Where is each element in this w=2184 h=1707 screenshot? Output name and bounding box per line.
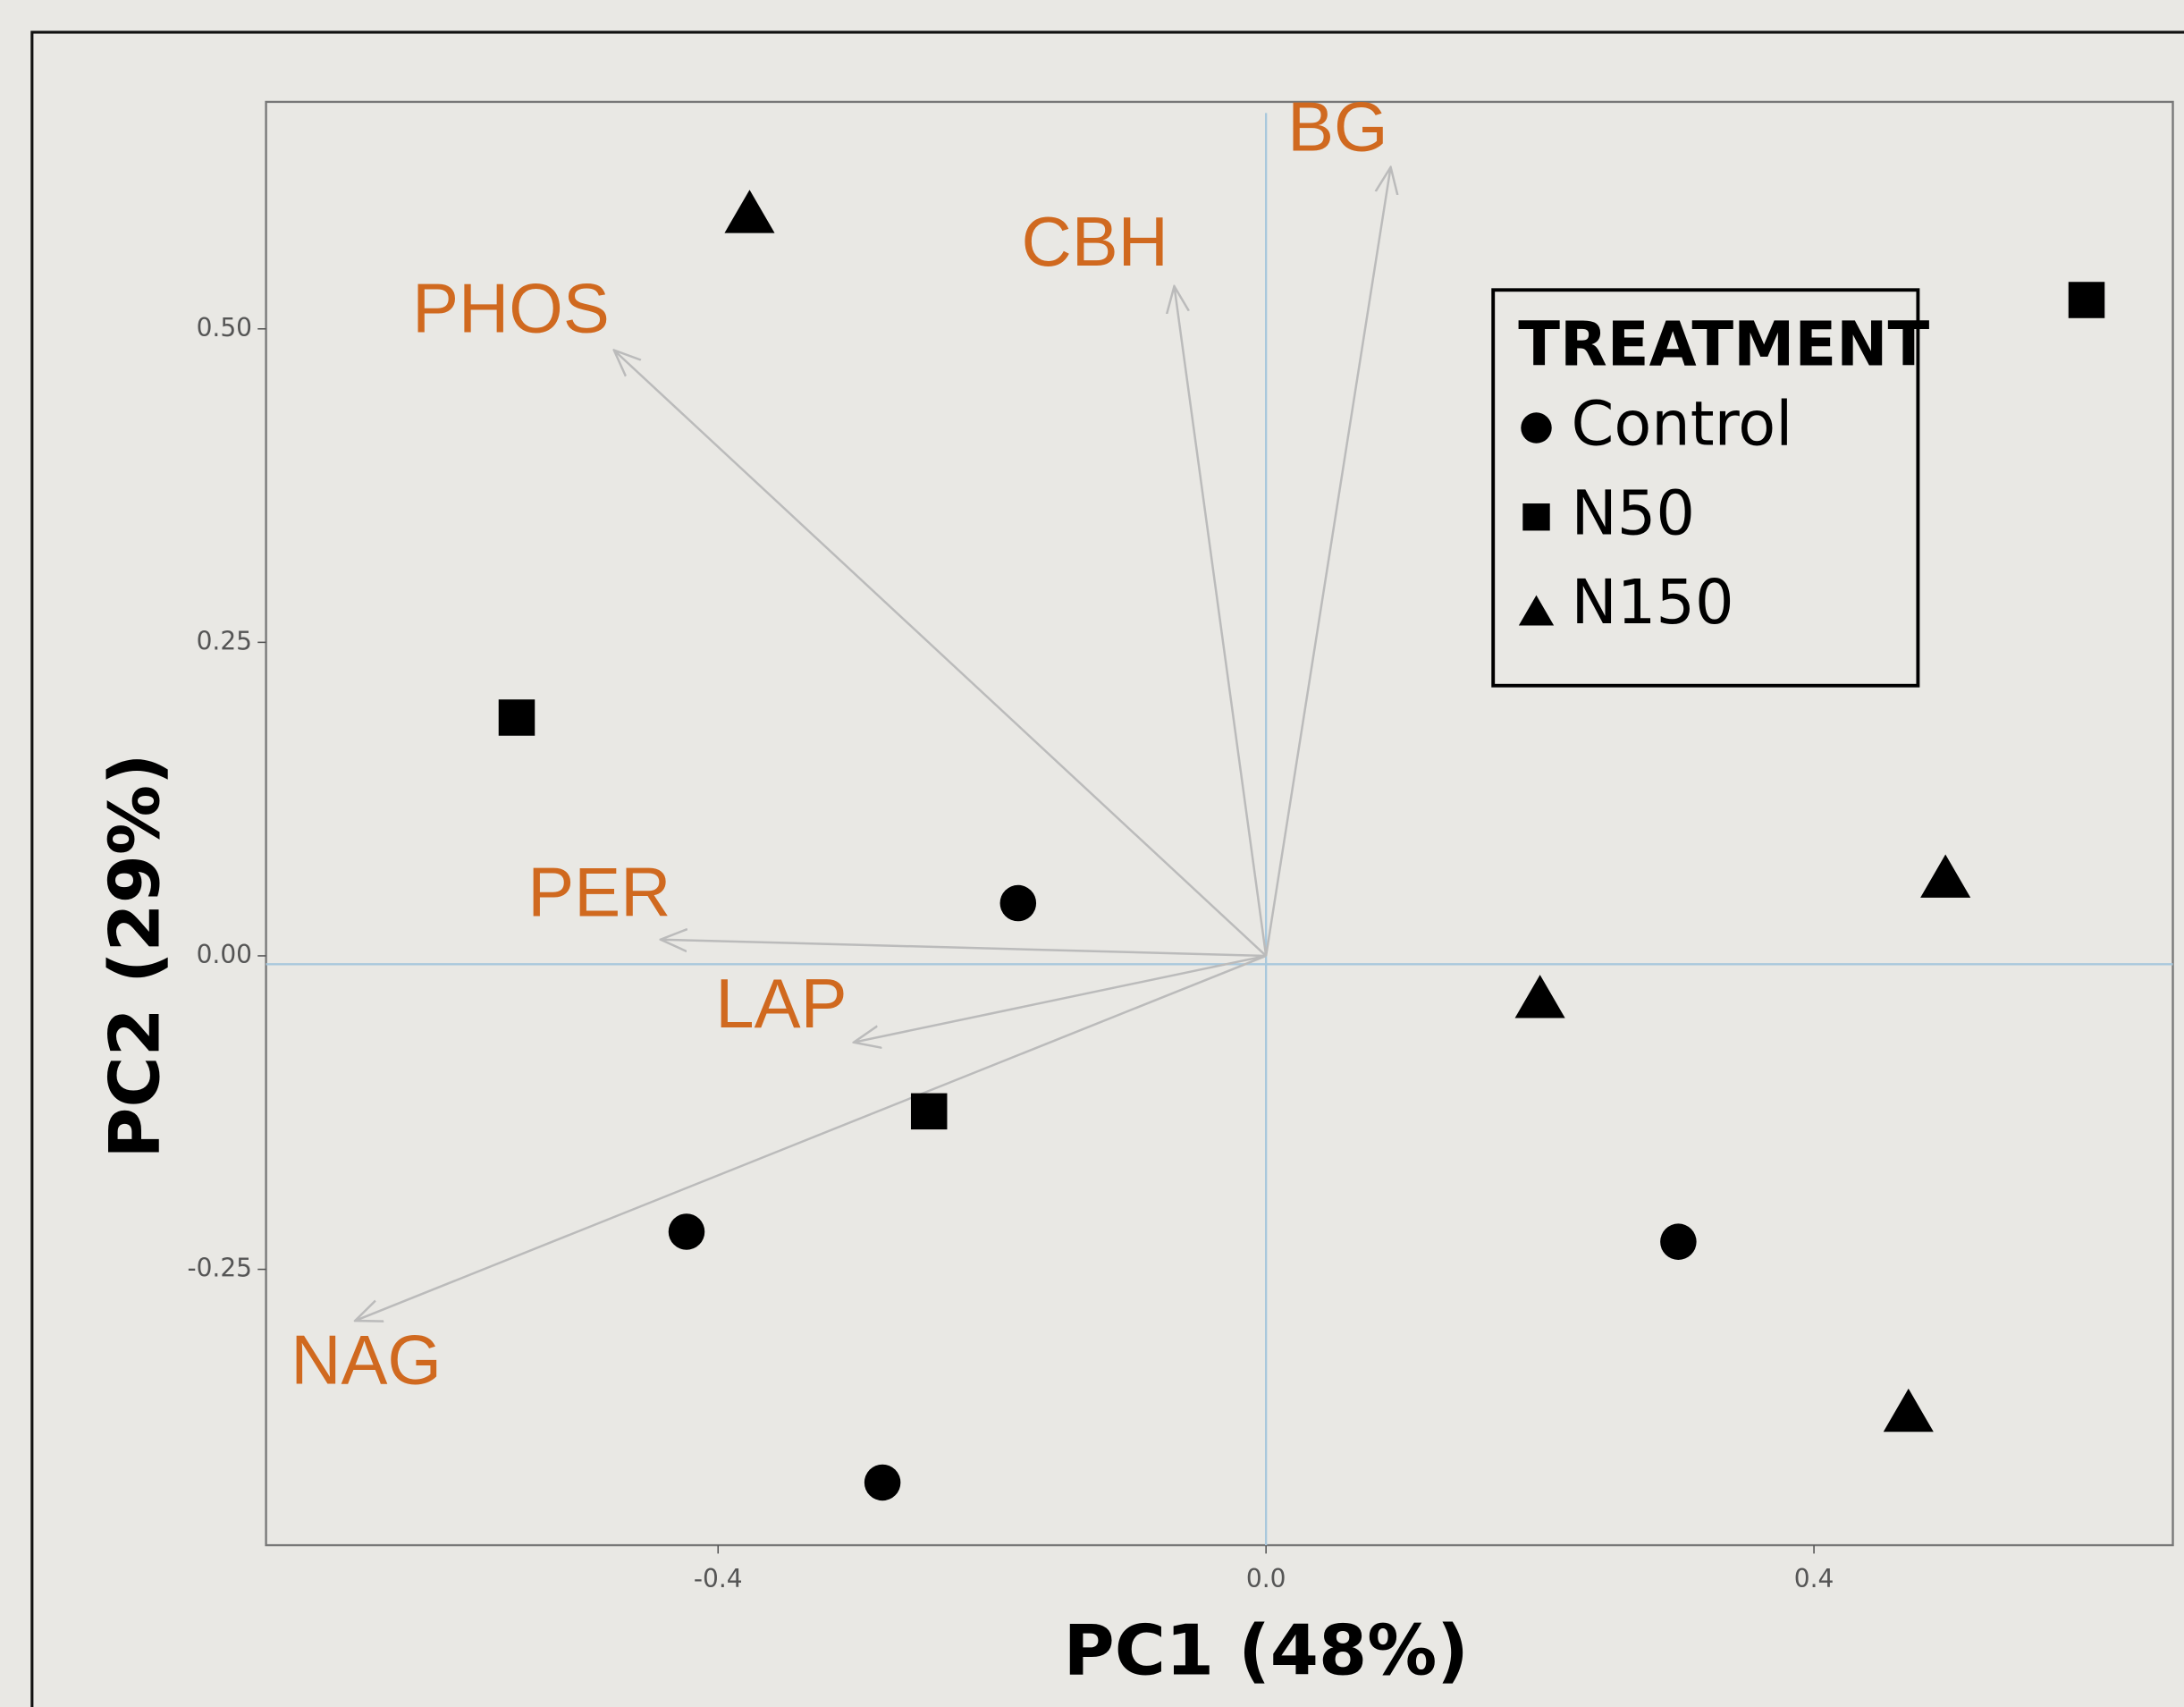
x-tick-label: 0.0 bbox=[1246, 1564, 1286, 1593]
legend-title: TREATMENT bbox=[1518, 309, 1929, 381]
legend-label: N150 bbox=[1571, 567, 1733, 638]
loading-arrow bbox=[661, 940, 1267, 958]
x-tick-label: 0.4 bbox=[1794, 1564, 1834, 1593]
point bbox=[910, 1093, 948, 1130]
loading-label: PER bbox=[527, 853, 670, 932]
y-axis-title: PC2 (29%) bbox=[95, 753, 175, 1158]
point bbox=[999, 884, 1037, 922]
x-tick-label: -0.4 bbox=[694, 1564, 743, 1593]
loading-arrow bbox=[614, 351, 1268, 957]
loading-label: PHOS bbox=[412, 269, 610, 348]
y-tick-label: 0.50 bbox=[197, 313, 252, 342]
legend-symbol bbox=[1518, 595, 1555, 626]
point bbox=[724, 190, 775, 233]
legend-box bbox=[1491, 288, 1920, 688]
loading-arrow bbox=[854, 954, 1267, 1043]
plot-panel bbox=[265, 100, 2174, 1547]
point bbox=[498, 699, 535, 736]
loading-arrow bbox=[1174, 286, 1268, 957]
point bbox=[1660, 1223, 1697, 1260]
point bbox=[2068, 282, 2105, 318]
legend-symbol bbox=[1521, 412, 1552, 444]
legend-symbol bbox=[1522, 503, 1550, 531]
loading-arrow bbox=[1264, 167, 1390, 957]
y-tick-label: -0.25 bbox=[187, 1254, 252, 1283]
y-tick-label: 0.00 bbox=[197, 940, 252, 969]
point bbox=[668, 1213, 705, 1250]
loading-arrow bbox=[355, 954, 1267, 1321]
point bbox=[1883, 1388, 1934, 1432]
loading-label: NAG bbox=[291, 1320, 442, 1399]
legend-label: N50 bbox=[1571, 477, 1695, 549]
loading-label: BG bbox=[1287, 87, 1388, 165]
point bbox=[1920, 854, 1971, 898]
loading-label: LAP bbox=[715, 964, 847, 1043]
x-axis-title: PC1 (48%) bbox=[1064, 1611, 1469, 1692]
frame bbox=[30, 30, 2184, 1707]
loading-label: CBH bbox=[1021, 202, 1168, 281]
y-tick-label: 0.25 bbox=[197, 626, 252, 655]
point bbox=[1514, 975, 1565, 1018]
legend-label: Control bbox=[1571, 389, 1792, 461]
point bbox=[864, 1464, 901, 1501]
